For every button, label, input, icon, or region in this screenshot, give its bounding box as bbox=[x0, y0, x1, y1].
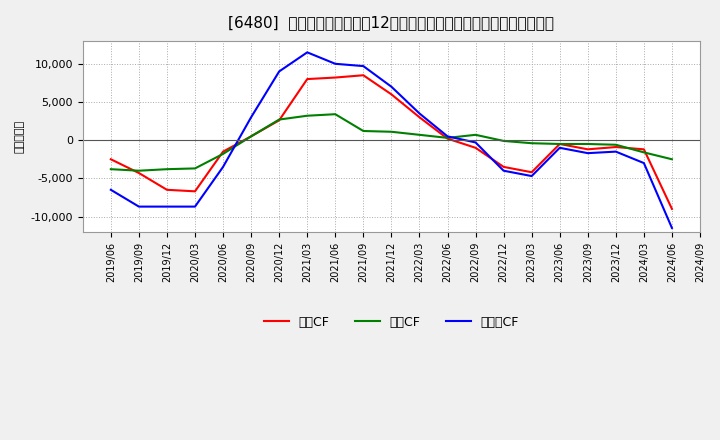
フリーCF bbox=[527, 173, 536, 179]
投資CF bbox=[639, 150, 648, 155]
投資CF bbox=[415, 132, 424, 137]
営業CF bbox=[387, 92, 396, 97]
フリーCF bbox=[163, 204, 171, 209]
フリーCF bbox=[499, 168, 508, 173]
投資CF bbox=[555, 141, 564, 147]
フリーCF bbox=[555, 145, 564, 150]
営業CF bbox=[555, 141, 564, 147]
投資CF bbox=[499, 138, 508, 143]
Title: [6480]  キャッシュフローの12か月移動合計の対前年同期増減額の推移: [6480] キャッシュフローの12か月移動合計の対前年同期増減額の推移 bbox=[228, 15, 554, 30]
営業CF bbox=[444, 136, 452, 141]
営業CF bbox=[415, 114, 424, 120]
フリーCF bbox=[191, 204, 199, 209]
Y-axis label: （百万円）: （百万円） bbox=[15, 120, 25, 153]
投資CF bbox=[275, 117, 284, 122]
投資CF bbox=[611, 142, 620, 147]
投資CF bbox=[359, 128, 368, 134]
フリーCF bbox=[275, 69, 284, 74]
フリーCF bbox=[415, 111, 424, 116]
営業CF bbox=[639, 147, 648, 152]
営業CF bbox=[527, 169, 536, 175]
営業CF bbox=[667, 206, 676, 212]
フリーCF bbox=[359, 63, 368, 69]
営業CF bbox=[247, 134, 256, 139]
フリーCF bbox=[667, 225, 676, 231]
Line: 営業CF: 営業CF bbox=[111, 75, 672, 209]
Legend: 営業CF, 投資CF, フリーCF: 営業CF, 投資CF, フリーCF bbox=[258, 311, 524, 334]
営業CF bbox=[163, 187, 171, 192]
投資CF bbox=[191, 166, 199, 171]
Line: 投資CF: 投資CF bbox=[111, 114, 672, 171]
フリーCF bbox=[583, 150, 592, 156]
フリーCF bbox=[247, 114, 256, 120]
フリーCF bbox=[471, 140, 480, 145]
フリーCF bbox=[387, 84, 396, 89]
投資CF bbox=[471, 132, 480, 137]
フリーCF bbox=[135, 204, 143, 209]
Line: フリーCF: フリーCF bbox=[111, 52, 672, 228]
フリーCF bbox=[611, 149, 620, 154]
営業CF bbox=[135, 170, 143, 176]
投資CF bbox=[163, 167, 171, 172]
営業CF bbox=[191, 189, 199, 194]
フリーCF bbox=[303, 50, 312, 55]
フリーCF bbox=[331, 61, 340, 66]
営業CF bbox=[219, 149, 228, 154]
営業CF bbox=[359, 73, 368, 78]
投資CF bbox=[667, 157, 676, 162]
営業CF bbox=[303, 77, 312, 82]
投資CF bbox=[135, 168, 143, 173]
投資CF bbox=[387, 129, 396, 134]
営業CF bbox=[471, 145, 480, 150]
営業CF bbox=[275, 117, 284, 123]
投資CF bbox=[247, 134, 256, 139]
投資CF bbox=[331, 112, 340, 117]
フリーCF bbox=[107, 187, 115, 192]
営業CF bbox=[583, 147, 592, 152]
営業CF bbox=[499, 164, 508, 169]
投資CF bbox=[527, 141, 536, 146]
投資CF bbox=[107, 167, 115, 172]
営業CF bbox=[107, 157, 115, 162]
営業CF bbox=[611, 144, 620, 150]
フリーCF bbox=[639, 161, 648, 166]
営業CF bbox=[331, 75, 340, 80]
投資CF bbox=[219, 151, 228, 157]
フリーCF bbox=[444, 134, 452, 139]
投資CF bbox=[583, 141, 592, 147]
投資CF bbox=[303, 113, 312, 118]
フリーCF bbox=[219, 164, 228, 169]
投資CF bbox=[444, 135, 452, 140]
